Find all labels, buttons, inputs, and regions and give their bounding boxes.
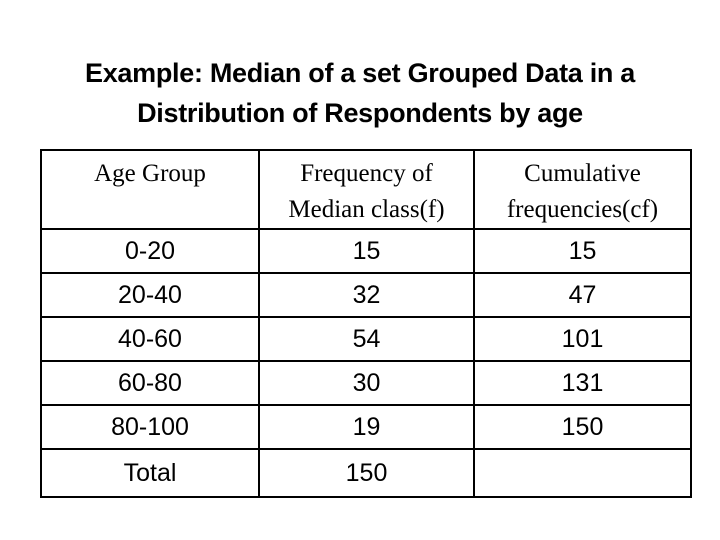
- table-row: 0-20 15 15: [40, 228, 692, 274]
- table-row-total: Total 150: [40, 448, 692, 498]
- cell-frequency: 54: [258, 316, 475, 362]
- header-cell-age-group: Age Group: [40, 149, 260, 230]
- cell-cumulative: 15: [473, 228, 692, 274]
- cell-frequency: 15: [258, 228, 475, 274]
- table-row: 20-40 32 47: [40, 272, 692, 318]
- cell-age-group: 60-80: [40, 360, 260, 406]
- cell-age-group: 80-100: [40, 404, 260, 450]
- cell-age-group: 40-60: [40, 316, 260, 362]
- table-row: 40-60 54 101: [40, 316, 692, 362]
- cell-cumulative: 101: [473, 316, 692, 362]
- cell-total-cumulative: [473, 448, 692, 498]
- page-title-line2: Distribution of Respondents by age: [137, 98, 583, 128]
- header-cell-cumulative: Cumulative frequencies(cf): [473, 149, 692, 230]
- frequency-table: Age Group Frequency of Median class(f) C…: [40, 149, 692, 498]
- cell-frequency: 19: [258, 404, 475, 450]
- header-text: frequencies(cf): [506, 196, 659, 223]
- page-title-line1: Example: Median of a set Grouped Data in…: [84, 58, 636, 88]
- header-text: Age Group: [94, 160, 206, 187]
- table-row: 60-80 30 131: [40, 360, 692, 406]
- cell-total-label: Total: [40, 448, 260, 498]
- cell-cumulative: 47: [473, 272, 692, 318]
- header-text: Median class(f): [288, 196, 445, 223]
- cell-age-group: 0-20: [40, 228, 260, 274]
- cell-cumulative: 150: [473, 404, 692, 450]
- cell-frequency: 30: [258, 360, 475, 406]
- cell-total-frequency: 150: [258, 448, 475, 498]
- table-row: 80-100 19 150: [40, 404, 692, 450]
- cell-frequency: 32: [258, 272, 475, 318]
- cell-cumulative: 131: [473, 360, 692, 406]
- header-text: Cumulative: [524, 160, 641, 187]
- header-cell-frequency: Frequency of Median class(f): [258, 149, 475, 230]
- page-title: Example: Median of a set Grouped Data in…: [0, 53, 720, 133]
- table-header-row: Age Group Frequency of Median class(f) C…: [40, 149, 692, 230]
- cell-age-group: 20-40: [40, 272, 260, 318]
- header-text: Frequency of: [300, 160, 433, 187]
